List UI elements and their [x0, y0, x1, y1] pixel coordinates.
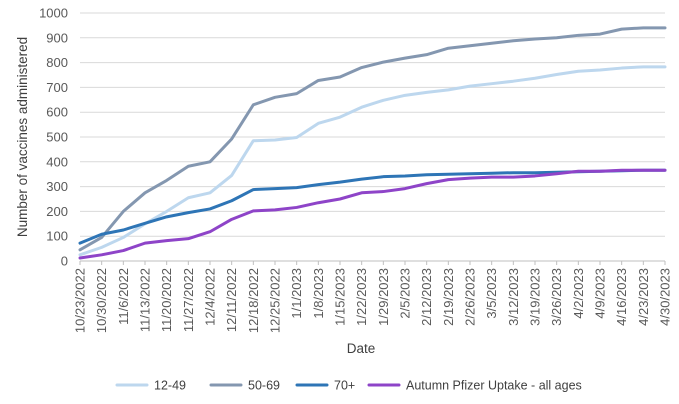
x-tick-label: 4/2/2023: [571, 268, 586, 319]
y-tick-label: 1000: [39, 6, 68, 21]
y-tick-labels: 0 100 200 300 400 500 600 700 800 900 1000: [39, 6, 68, 269]
x-tick-label: 3/12/2023: [506, 268, 521, 326]
gridlines: [79, 12, 666, 265]
x-tick-label: 11/27/2022: [181, 268, 196, 332]
x-tick-label: 12/25/2022: [268, 268, 283, 333]
x-tick-label: 11/6/2022: [116, 268, 131, 325]
x-tick-label: 2/19/2023: [441, 268, 456, 326]
x-tick-label: 2/5/2023: [398, 268, 413, 319]
legend-label: Autumn Pfizer Uptake - all ages: [406, 379, 582, 393]
x-tick-label: 1/22/2023: [354, 268, 369, 326]
x-axis-title: Date: [347, 341, 376, 356]
y-axis-title: Number of vaccines administered: [15, 37, 30, 237]
y-tick-label: 500: [46, 130, 68, 145]
x-tick-label: 4/23/2023: [636, 268, 651, 326]
y-tick-label: 900: [46, 30, 68, 45]
x-tick-label: 10/23/2022: [73, 268, 88, 333]
legend-label: 50-69: [248, 379, 280, 393]
x-tick-label: 3/19/2023: [528, 268, 543, 326]
y-tick-label: 100: [46, 229, 68, 244]
x-tick-label: 3/26/2023: [549, 268, 564, 326]
x-tick-label: 1/15/2023: [333, 268, 348, 326]
y-tick-label: 800: [46, 55, 68, 70]
x-tick-label: 1/29/2023: [376, 268, 391, 326]
x-tick-label: 3/5/2023: [484, 268, 499, 319]
legend: 12-49 50-69 70+ Autumn Pfizer Uptake - all …: [115, 379, 582, 393]
series-line: [78, 65, 667, 257]
series-lines: [78, 26, 667, 260]
x-tick-label: 1/8/2023: [311, 268, 326, 319]
x-tick-label: 12/18/2022: [246, 268, 261, 333]
x-tick-label: 2/26/2023: [463, 268, 478, 326]
x-tick-label: 4/16/2023: [614, 268, 629, 326]
y-tick-label: 0: [61, 254, 68, 269]
x-tick-label: 12/4/2022: [203, 268, 218, 326]
legend-label: 12-49: [154, 379, 186, 393]
x-tick-label: 12/11/2022: [224, 268, 239, 332]
y-tick-label: 600: [46, 105, 68, 120]
series-line: [78, 168, 667, 260]
x-tick-label: 1/1/2023: [289, 268, 304, 319]
x-tick-label: 11/13/2022: [138, 268, 153, 332]
x-tick-labels: 10/23/2022 10/30/2022 11/6/2022 11/13/2022 1…: [73, 268, 673, 333]
x-tick-label: 4/9/2023: [593, 268, 608, 319]
series-line: [78, 26, 667, 252]
x-tick-label: 11/20/2022: [159, 268, 174, 332]
y-tick-label: 700: [46, 80, 68, 95]
x-tick-label: 2/12/2023: [419, 268, 434, 326]
y-tick-label: 300: [46, 179, 68, 194]
legend-label: 70+: [334, 379, 355, 393]
y-tick-label: 200: [46, 204, 68, 219]
x-tick-label: 4/30/2023: [658, 268, 673, 326]
x-tick-label: 10/30/2022: [94, 268, 109, 333]
y-tick-label: 400: [46, 154, 68, 169]
